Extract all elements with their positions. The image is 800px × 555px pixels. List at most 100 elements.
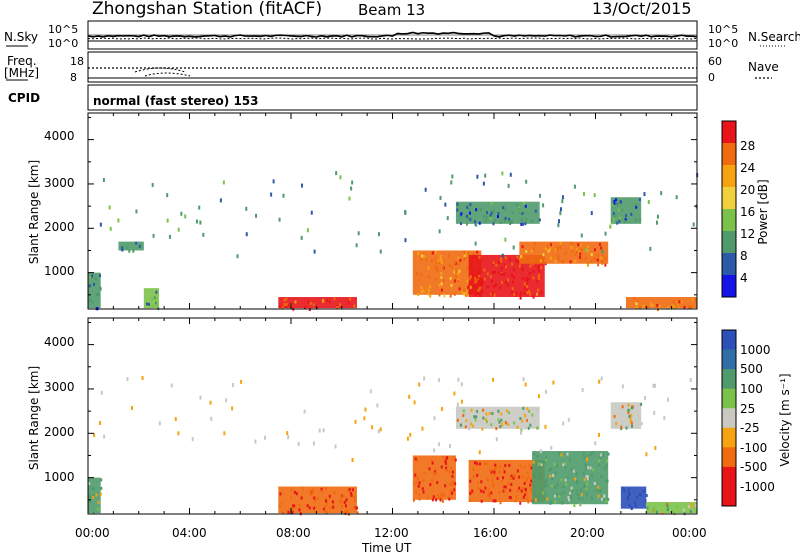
data-speckle: [323, 507, 326, 511]
cpid-label: CPID: [8, 91, 41, 105]
data-speckle: [413, 482, 416, 486]
data-speckle: [607, 497, 610, 501]
velocity-cbar-tick: -100: [740, 441, 768, 455]
data-speckle: [596, 258, 599, 262]
data-speckle: [88, 494, 91, 498]
data-speckle: [520, 255, 523, 259]
data-speckle: [155, 290, 158, 294]
data-speckle: [666, 503, 669, 507]
data-speckle: [439, 498, 442, 502]
data-speckle: [607, 452, 610, 456]
power-cbar-tick: 24: [740, 161, 756, 175]
data-speckle: [500, 280, 503, 284]
freq-tick-top: 18: [70, 55, 84, 68]
data-speckle: [512, 476, 515, 480]
data-speckle: [524, 493, 527, 497]
data-speckle: [312, 488, 315, 492]
data-speckle: [417, 476, 420, 480]
data-speckle: [444, 484, 447, 488]
data-speckle: [489, 275, 492, 279]
data-speckle: [449, 482, 452, 486]
data-speckle: [638, 197, 641, 201]
data-speckle: [487, 493, 490, 497]
data-speckle: [525, 491, 528, 495]
data-speckle: [435, 498, 438, 502]
data-speckle: [557, 223, 560, 228]
data-speckle: [318, 428, 321, 433]
data-speckle: [636, 414, 639, 418]
data-speckle: [291, 510, 294, 514]
data-speckle: [468, 290, 471, 294]
data-speckle: [536, 454, 539, 458]
data-speckle: [618, 216, 621, 220]
data-speckle: [478, 282, 481, 286]
data-speckle: [494, 283, 497, 287]
data-speckle: [666, 397, 669, 402]
data-speckle: [285, 305, 288, 309]
data-speckle: [462, 414, 465, 418]
data-speckle: [534, 498, 537, 502]
data-speckle: [652, 383, 655, 388]
data-speckle: [443, 294, 446, 298]
data-speckle: [518, 486, 521, 490]
data-speckle: [489, 214, 492, 218]
colorbar-segment: [722, 388, 736, 409]
data-speckle: [166, 218, 169, 223]
data-speckle: [279, 492, 282, 496]
data-speckle: [463, 292, 466, 296]
data-speckle: [434, 256, 437, 260]
data-speckle: [469, 217, 472, 221]
data-speckle: [378, 232, 381, 237]
power-ytick: 1000: [44, 264, 75, 278]
data-speckle: [364, 407, 367, 412]
data-speckle: [636, 299, 639, 303]
data-speckle: [500, 418, 503, 422]
data-speckle: [590, 253, 593, 257]
data-speckle: [417, 484, 420, 488]
data-speckle: [309, 492, 312, 496]
data-speckle: [630, 506, 633, 510]
data-speckle: [586, 457, 589, 462]
data-speckle: [583, 455, 586, 459]
data-speckle: [88, 500, 91, 504]
data-speckle: [532, 276, 535, 280]
data-speckle: [538, 496, 541, 500]
data-speckle: [472, 252, 475, 256]
velocity-cbar-tick: 100: [740, 382, 763, 396]
data-speckle: [462, 409, 465, 413]
data-speckle: [560, 453, 563, 457]
data-speckle: [353, 495, 356, 499]
data-speckle: [556, 246, 559, 250]
data-speckle: [478, 221, 481, 225]
data-speckle: [673, 305, 676, 309]
data-cell: [118, 241, 144, 251]
data-speckle: [694, 298, 697, 302]
data-speckle: [605, 479, 608, 483]
data-speckle: [613, 414, 616, 418]
data-speckle: [225, 398, 228, 403]
data-speckle: [467, 251, 470, 255]
data-speckle: [587, 244, 590, 248]
xtick: 20:00: [570, 526, 605, 540]
data-speckle: [514, 499, 517, 503]
power-cbar-label: Power [dB]: [756, 179, 770, 244]
data-speckle: [510, 482, 513, 486]
data-speckle: [520, 430, 523, 435]
data-speckle: [408, 394, 411, 399]
data-speckle: [490, 211, 493, 215]
data-speckle: [95, 293, 98, 297]
data-speckle: [515, 495, 518, 499]
data-speckle: [650, 302, 653, 306]
data-speckle: [420, 254, 423, 258]
data-speckle: [536, 426, 539, 430]
data-speckle: [453, 270, 456, 274]
data-speckle: [568, 498, 571, 502]
data-speckle: [453, 292, 456, 296]
data-speckle: [444, 460, 447, 464]
data-speckle: [492, 499, 495, 503]
data-speckle: [478, 274, 481, 278]
data-speckle: [660, 191, 663, 196]
data-speckle: [574, 477, 577, 481]
data-speckle: [530, 466, 533, 470]
